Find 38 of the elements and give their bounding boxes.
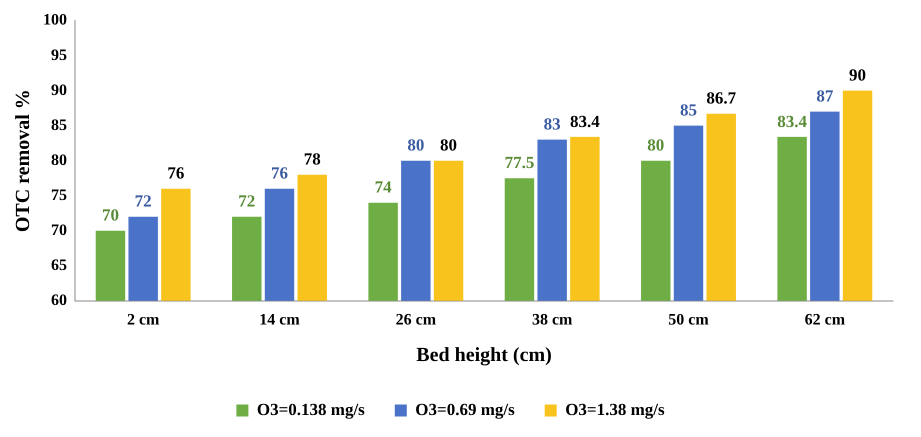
data-label: 83.4: [777, 112, 808, 131]
data-label: 72: [238, 192, 256, 211]
data-label: 85: [680, 100, 697, 120]
y-tick-label: 60: [51, 292, 67, 309]
data-label: 86.7: [706, 88, 737, 108]
x-tick-label: 14 cm: [259, 312, 300, 329]
x-tick-label: 38 cm: [532, 312, 574, 329]
data-label: 80: [407, 136, 424, 155]
x-tick-label: 62 cm: [804, 312, 846, 329]
data-label: 90: [849, 66, 866, 85]
legend-label: O3=0.69 mg/s: [415, 400, 516, 419]
data-label: 76: [167, 164, 184, 183]
data-label: 80: [647, 136, 664, 155]
legend-label: O3=1.38 mg/s: [565, 400, 665, 419]
x-tick-label: 50 cm: [668, 312, 710, 329]
y-tick-label: 80: [51, 152, 67, 169]
data-label: 72: [134, 192, 152, 211]
x-tick-label: 26 cm: [396, 312, 437, 329]
y-tick-label: 70: [51, 222, 67, 239]
y-tick-label: 100: [43, 12, 67, 29]
data-label: 77.5: [504, 153, 534, 172]
y-tick-label: 90: [51, 82, 67, 99]
y-axis-title: OTC removal %: [12, 89, 34, 232]
data-label: 83: [544, 114, 561, 134]
data-label: 74: [374, 178, 392, 197]
data-label: 76: [271, 164, 288, 183]
legend-label: O3=0.138 mg/s: [256, 400, 366, 419]
data-label: 70: [102, 206, 119, 225]
data-label: 78: [304, 150, 321, 169]
x-axis-title: Bed height (cm): [416, 344, 552, 366]
data-label: 83.4: [570, 112, 600, 131]
x-tick-label: 2 cm: [126, 312, 160, 329]
y-tick-label: 85: [51, 116, 67, 134]
y-tick-label: 95: [51, 46, 67, 64]
y-tick-label: 75: [51, 186, 67, 204]
data-label: 80: [440, 136, 458, 155]
y-tick-label: 65: [51, 256, 67, 274]
data-label: 87: [816, 86, 834, 106]
